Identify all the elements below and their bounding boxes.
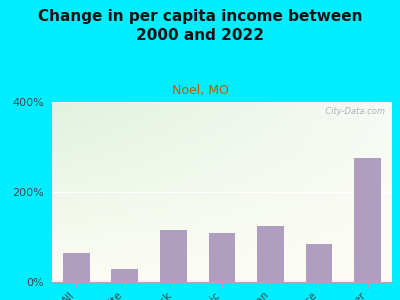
Text: City-Data.com: City-Data.com — [320, 107, 385, 116]
Bar — [354, 158, 381, 282]
Bar — [112, 268, 138, 282]
Bar — [160, 230, 187, 282]
Bar — [306, 244, 332, 282]
Bar — [209, 232, 235, 282]
Bar — [63, 253, 90, 282]
Bar — [257, 226, 284, 282]
Text: Change in per capita income between
2000 and 2022: Change in per capita income between 2000… — [38, 9, 362, 43]
Text: Noel, MO: Noel, MO — [172, 84, 228, 97]
